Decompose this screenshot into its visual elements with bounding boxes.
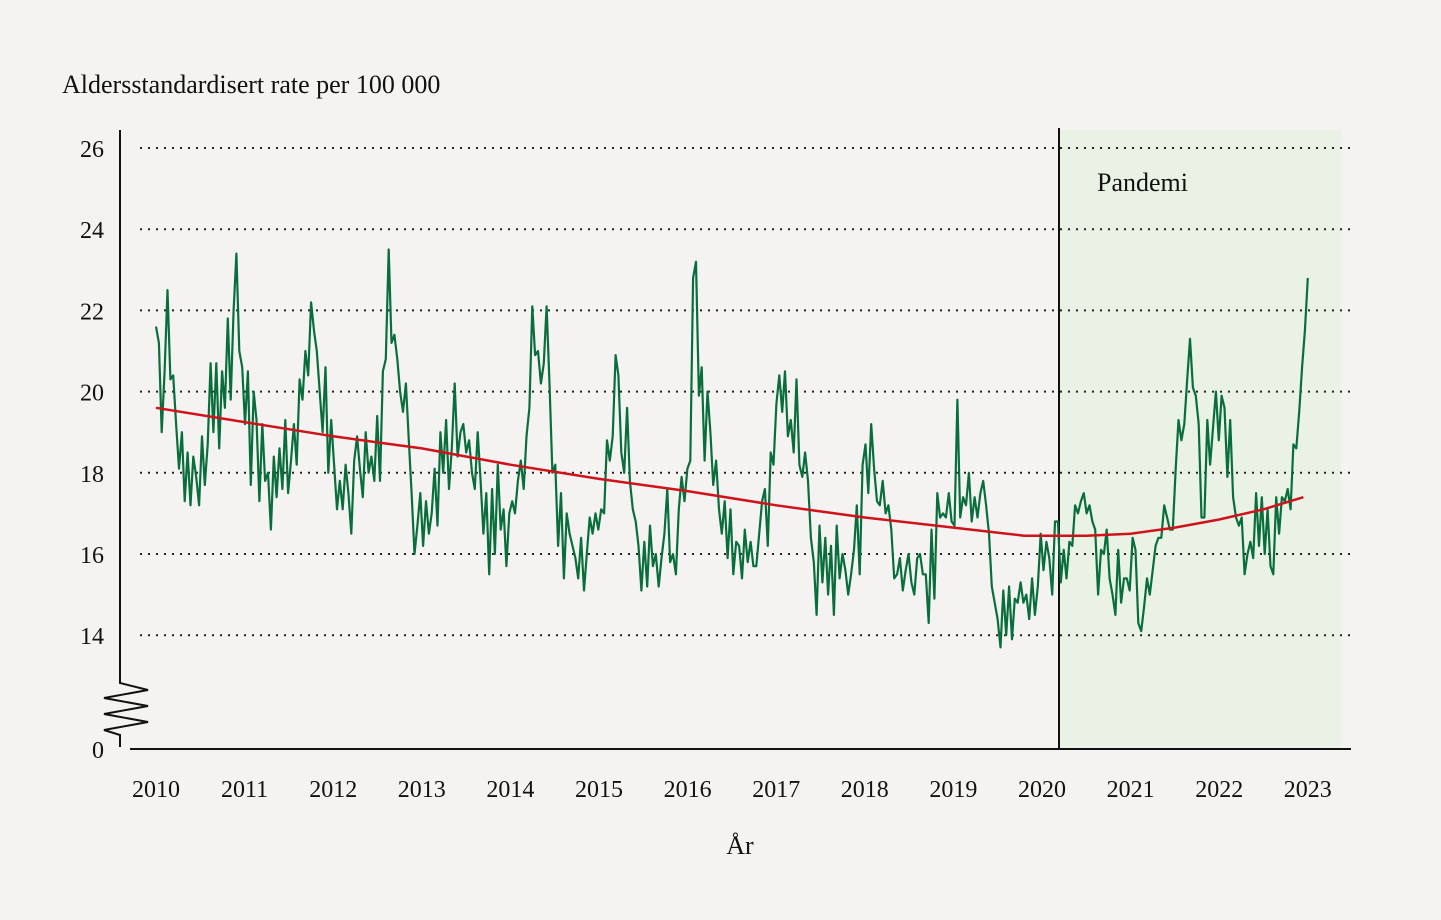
pandemic-label: Pandemi <box>1097 168 1188 197</box>
x-tick-label: 2020 <box>1018 777 1066 803</box>
y-ticks: 0 14 16 18 20 22 24 26 <box>80 137 104 764</box>
y-tick-label: 20 <box>80 381 104 407</box>
x-ticks: 2010 2011 2012 2013 2014 2015 2016 2017 2018 2019… <box>132 777 1332 803</box>
x-tick-label: 2018 <box>841 777 889 803</box>
trend-line <box>155 406 1304 537</box>
x-tick-label: 2011 <box>221 777 268 803</box>
y-tick-label: 14 <box>80 624 104 650</box>
x-tick-label: 2019 <box>929 777 977 803</box>
y-tick-label: 22 <box>80 299 104 325</box>
x-tick-label: 2015 <box>575 777 623 803</box>
y-tick-label: 24 <box>80 218 104 244</box>
x-tick-label: 2016 <box>664 777 712 803</box>
y-axis-label: Aldersstandardisert rate per 100 000 <box>62 70 440 99</box>
x-tick-label: 2012 <box>309 777 357 803</box>
x-tick-label: 2017 <box>752 777 800 803</box>
x-tick-label: 2023 <box>1284 777 1332 803</box>
x-tick-label: 2022 <box>1195 777 1243 803</box>
y-axis-line <box>103 130 149 747</box>
x-axis-label: År <box>726 831 754 860</box>
y-tick-label: 18 <box>80 462 104 488</box>
y-tick-label: 26 <box>80 137 104 163</box>
x-tick-label: 2010 <box>132 777 180 803</box>
y-tick-label: 0 <box>92 738 104 764</box>
x-tick-label: 2013 <box>398 777 446 803</box>
weekly-rate-line <box>154 248 1309 649</box>
y-tick-label: 16 <box>80 543 104 569</box>
x-tick-label: 2014 <box>486 777 534 803</box>
x-tick-label: 2021 <box>1107 777 1155 803</box>
gridlines <box>140 147 1351 637</box>
